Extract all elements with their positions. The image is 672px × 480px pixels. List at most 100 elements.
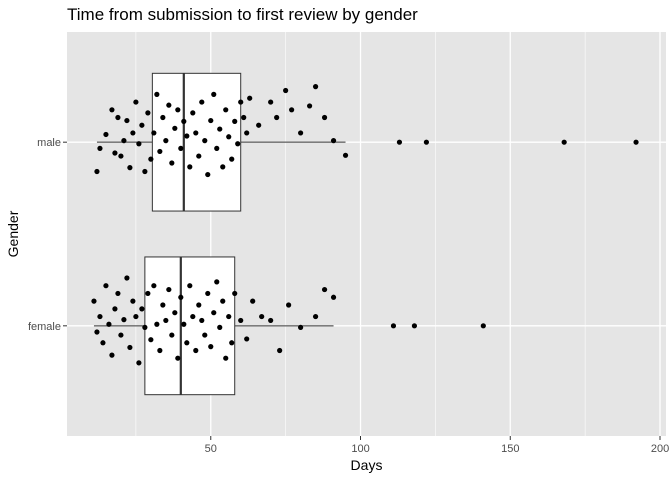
jitter-point — [187, 164, 193, 170]
jitter-point — [223, 107, 229, 113]
jitter-point — [100, 340, 106, 346]
jitter-point — [298, 324, 304, 330]
y-tick-label: male — [37, 137, 61, 149]
jitter-point — [268, 99, 274, 105]
jitter-point — [175, 107, 181, 113]
outlier-point — [423, 139, 429, 145]
outlier-point — [396, 139, 403, 145]
jitter-point — [172, 310, 178, 316]
jitter-point — [181, 321, 187, 327]
axes: 50 100 150 200 female male — [28, 137, 669, 455]
jitter-point — [142, 324, 148, 330]
chart-title: Time from submission to first review by … — [67, 5, 418, 24]
jitter-point — [184, 340, 190, 346]
jitter-point — [163, 317, 169, 324]
jitter-point — [321, 114, 328, 121]
jitter-point — [187, 283, 193, 289]
x-tick-label: 150 — [501, 443, 519, 455]
jitter-point — [214, 279, 220, 285]
x-tick-label: 200 — [651, 443, 669, 455]
jitter-point — [118, 153, 124, 159]
jitter-point — [91, 298, 97, 304]
jitter-point — [181, 118, 187, 124]
jitter-point — [127, 344, 133, 351]
jitter-point — [321, 286, 328, 293]
jitter-point — [214, 145, 220, 151]
jitter-point — [97, 313, 103, 320]
jitter-point — [178, 294, 184, 300]
jitter-point — [169, 332, 175, 338]
jitter-point — [148, 156, 154, 162]
jitter-point — [259, 313, 265, 320]
jitter-point — [208, 344, 214, 350]
jitter-point — [145, 110, 151, 116]
jitter-point — [232, 118, 238, 124]
jitter-point — [277, 347, 283, 354]
jitter-point — [142, 168, 148, 175]
jitter-point — [193, 347, 199, 354]
jitter-point — [103, 283, 109, 289]
jitter-point — [235, 141, 241, 147]
jitter-point — [151, 283, 157, 289]
jitter-point — [193, 130, 199, 136]
jitter-point — [247, 95, 253, 101]
jitter-point — [169, 160, 175, 166]
jitter-point — [238, 317, 244, 324]
outlier-point — [390, 323, 397, 329]
jitter-point — [208, 117, 214, 124]
jitter-point — [241, 114, 247, 121]
jitter-point — [121, 317, 127, 323]
jitter-point — [211, 310, 217, 316]
jitter-point — [175, 355, 181, 361]
jitter-point — [199, 317, 205, 324]
jitter-point — [112, 306, 118, 312]
jitter-point — [238, 99, 244, 105]
jitter-point — [154, 91, 160, 97]
outlier-point — [411, 323, 418, 329]
x-tick-label: 100 — [351, 443, 369, 455]
jitter-point — [136, 141, 142, 147]
jitter-point — [217, 126, 223, 132]
jitter-point — [127, 165, 133, 171]
jitter-point — [286, 302, 292, 308]
jitter-point — [190, 313, 196, 320]
jitter-point — [330, 294, 337, 300]
jitter-point — [103, 131, 109, 138]
y-axis-title: Gender — [5, 210, 21, 257]
jitter-point — [130, 130, 136, 136]
jitter-point — [196, 302, 202, 308]
jitter-point — [145, 290, 151, 297]
outlier-point — [633, 139, 639, 145]
jitter-point — [133, 99, 139, 105]
jitter-point — [306, 103, 313, 109]
jitter-point — [139, 122, 145, 128]
outlier-point — [480, 323, 486, 329]
jitter-point — [196, 153, 202, 159]
jitter-point — [205, 290, 211, 297]
jitter-point — [178, 145, 184, 151]
jitter-point — [166, 102, 172, 108]
jitter-point — [115, 114, 121, 121]
outlier-point — [561, 139, 567, 145]
jitter-point — [199, 99, 205, 105]
jitter-point — [330, 138, 337, 144]
jitter-point — [124, 275, 130, 281]
jitter-point — [163, 138, 169, 144]
jitter-point — [160, 114, 166, 121]
data-points — [91, 84, 349, 366]
jitter-point — [160, 302, 166, 308]
jitter-point — [166, 286, 172, 293]
jitter-point — [106, 321, 112, 327]
jitter-point — [268, 317, 274, 324]
jitter-point — [250, 298, 256, 304]
jitter-point — [109, 107, 115, 113]
jitter-point — [229, 156, 235, 162]
jitter-point — [205, 171, 211, 178]
jitter-point — [190, 110, 196, 116]
jitter-point — [226, 134, 232, 140]
jitter-point — [232, 290, 238, 297]
jitter-point — [244, 336, 250, 342]
jitter-point — [130, 298, 136, 304]
jitter-point — [121, 138, 127, 144]
jitter-point — [211, 91, 217, 97]
